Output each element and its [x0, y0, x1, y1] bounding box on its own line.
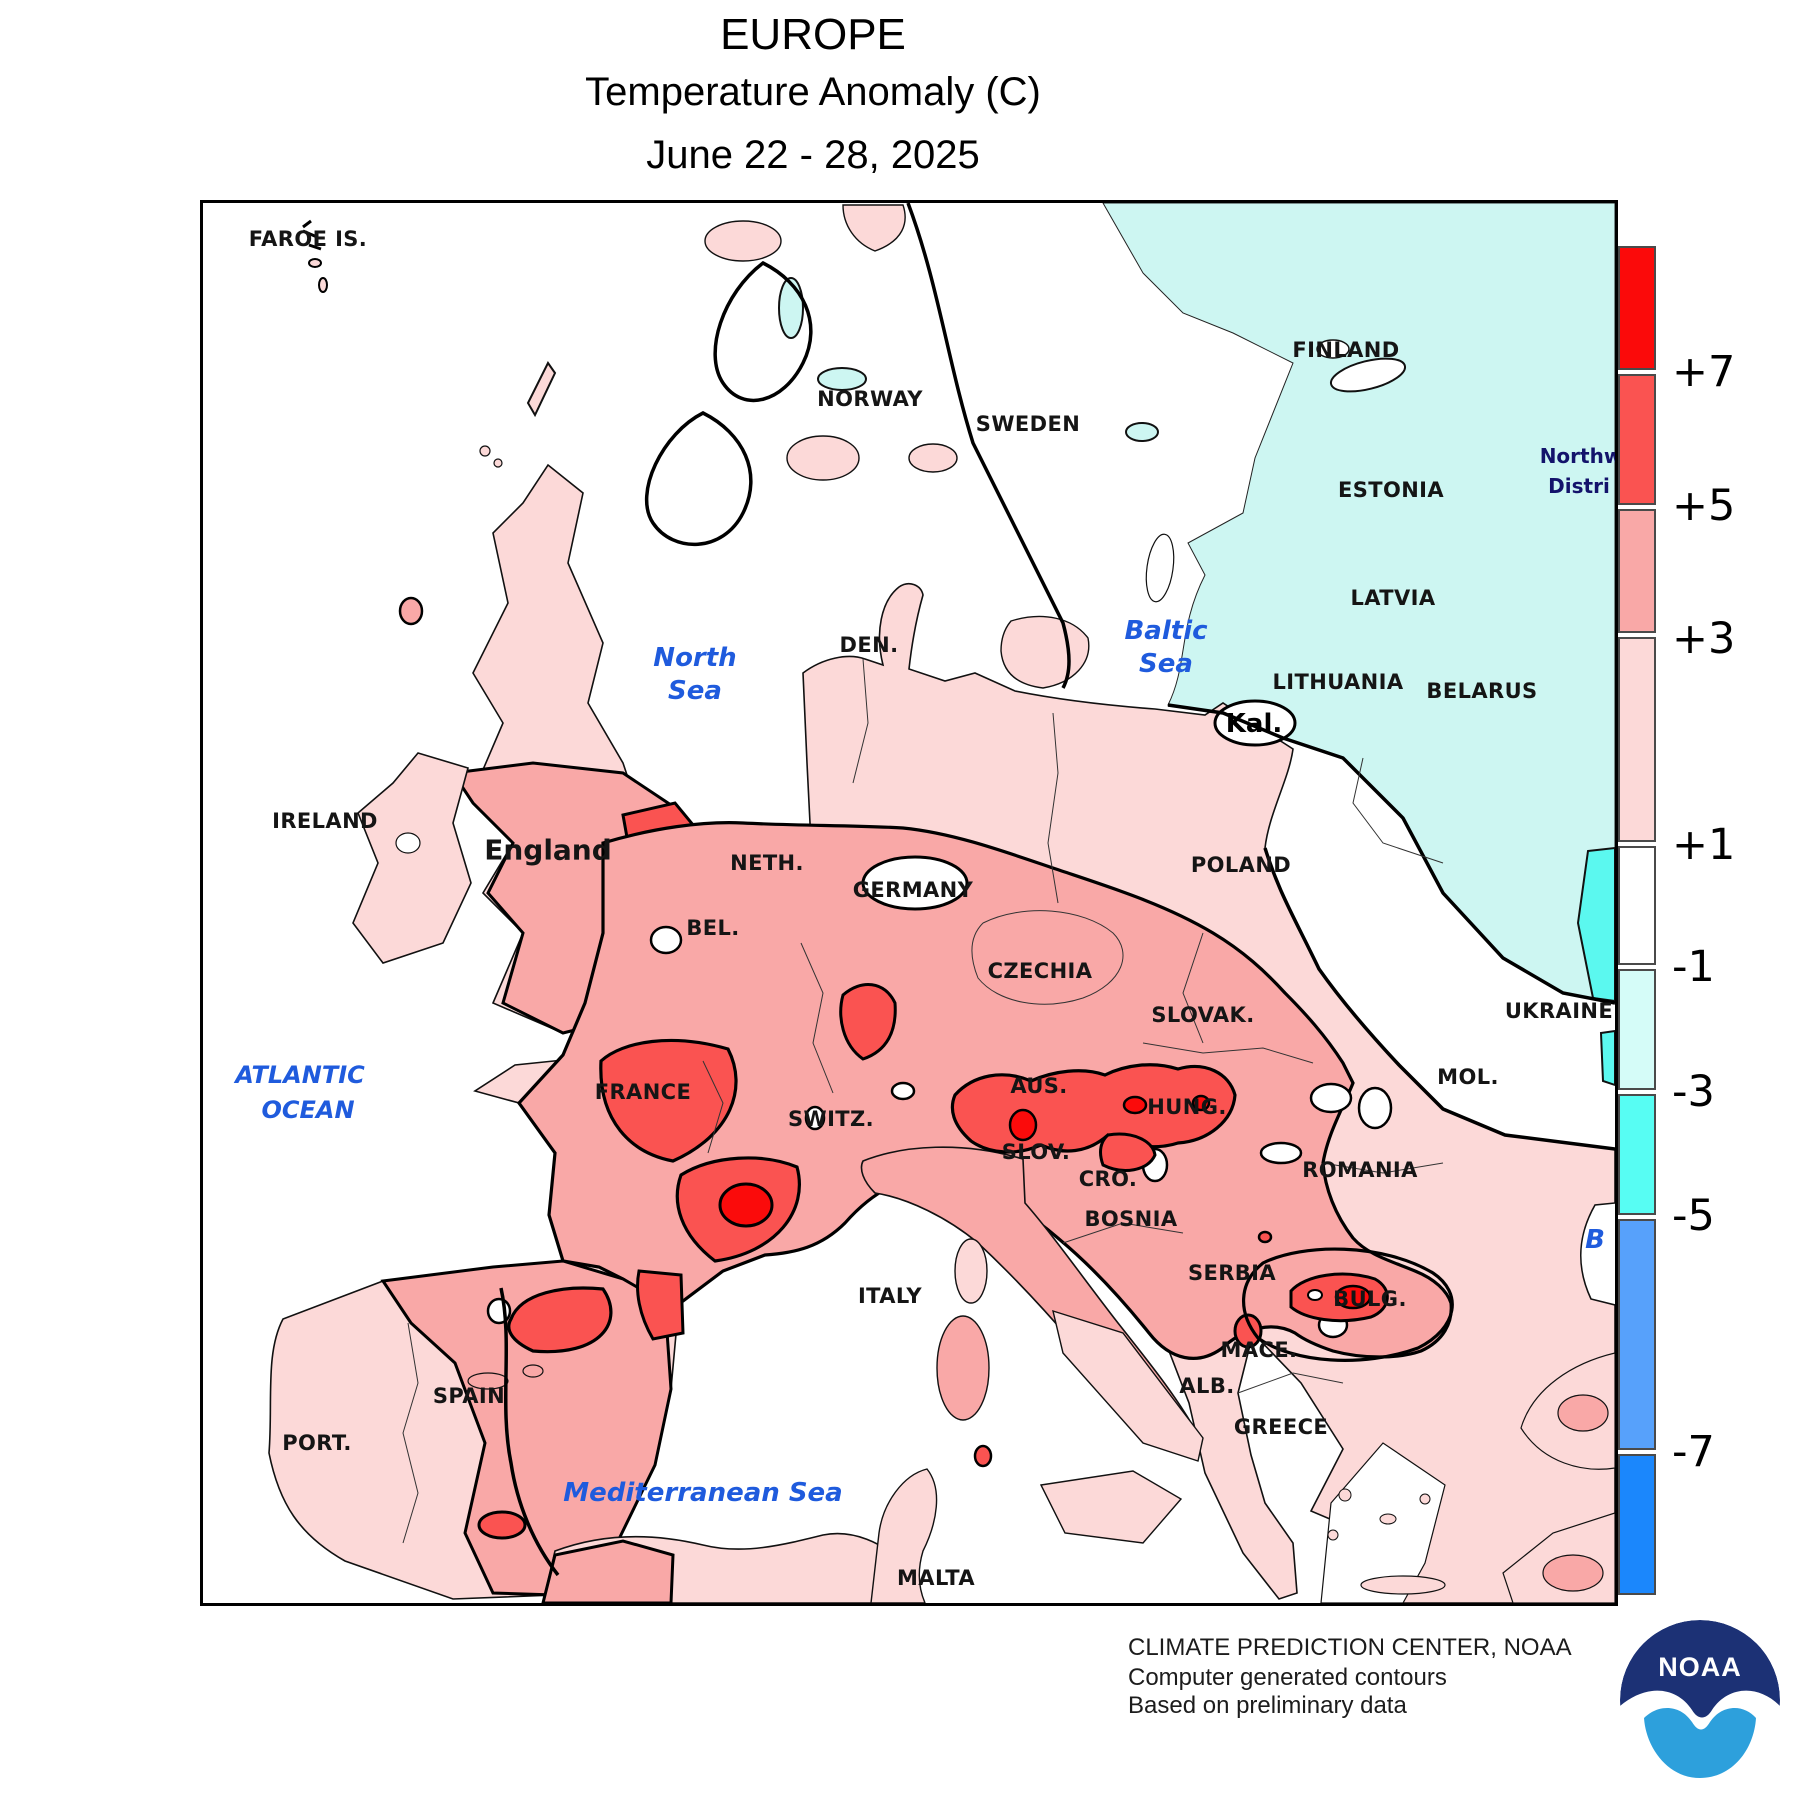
map-label-slovakia: SLOVAK. [1151, 1003, 1255, 1027]
colorbar-segment-3to5 [1618, 509, 1656, 633]
map-label-spain: SPAIN [432, 1384, 506, 1408]
map-label-italy: ITALY [857, 1284, 923, 1308]
map-label-austria: AUS. [1010, 1074, 1068, 1098]
map-geography [268, 203, 1615, 1603]
page-title: EUROPE [720, 10, 906, 59]
map-label-czechia: CZECHIA [987, 959, 1093, 983]
map-label-baltic-sea-line2: Sea [1139, 649, 1193, 679]
map-label-croatia: CRO. [1078, 1167, 1138, 1191]
noaa-logo-text: NOAA [1658, 1652, 1742, 1682]
map-label-belgium: BEL. [686, 916, 740, 940]
map-label-macedonia: MACE. [1220, 1338, 1298, 1362]
credits-method: Computer generated contours [1128, 1664, 1447, 1691]
date-range: June 22 - 28, 2025 [646, 133, 980, 177]
map-label-sweden: SWEDEN [975, 412, 1081, 436]
map-label-black-sea-clipped: B [1585, 1225, 1605, 1255]
map-label-latvia: LATVIA [1350, 586, 1436, 610]
colorbar-tick-plus7: +7 [1672, 347, 1736, 397]
map-label-germany: GERMANY [852, 878, 974, 902]
colorbar-tick-minus5: -5 [1672, 1191, 1715, 1241]
noaa-logo-emblem [1620, 1620, 1780, 1780]
credits-agency: CLIMATE PREDICTION CENTER, NOAA [1128, 1634, 1572, 1661]
map-label-atlantic-ocean-line2: OCEAN [261, 1096, 355, 1124]
map-label-greece: GREECE [1233, 1415, 1329, 1439]
map-label-finland: FINLAND [1292, 338, 1400, 362]
colorbar-segment-m5to7 [1618, 1219, 1656, 1450]
colorbar-tick-minus3: -3 [1672, 1067, 1715, 1117]
map-label-portugal: PORT. [282, 1431, 352, 1455]
map-label-switzerland: SWITZ. [787, 1107, 875, 1131]
map-label-atlantic-ocean-line1: ATLANTIC [235, 1061, 365, 1089]
colorbar-tick-plus1: +1 [1672, 820, 1736, 870]
colorbar-tick-minus1: -1 [1672, 942, 1715, 992]
map-label-faroe-is: FAROE IS. [248, 227, 368, 251]
map-label-romania: ROMANIA [1302, 1158, 1418, 1182]
map-label-netherlands: NETH. [730, 851, 804, 875]
map-label-kaliningrad: Kal. [1225, 709, 1283, 739]
map-label-slovenia: SLOV. [1001, 1140, 1071, 1164]
map-label-denmark: DEN. [839, 633, 899, 657]
noaa-logo: NOAA [1618, 1618, 1782, 1782]
map-label-mediterranean-sea: Mediterranean Sea [563, 1478, 843, 1508]
map-label-northwest-district-line2: Distri [1548, 474, 1610, 498]
map-label-albania: ALB. [1179, 1374, 1235, 1398]
map-label-england: England [484, 833, 612, 867]
map-label-lithuania: LITHUANIA [1272, 670, 1404, 694]
map-label-serbia: SERBIA [1187, 1261, 1277, 1285]
map-label-france: FRANCE [594, 1080, 692, 1104]
map-label-bulgaria: BULG. [1333, 1287, 1407, 1311]
colorbar-segment-above7 [1618, 246, 1656, 370]
map-label-hungary: HUNG. [1147, 1095, 1227, 1119]
colorbar-tick-minus7: -7 [1672, 1427, 1715, 1477]
colorbar-segment-m3to5 [1618, 1094, 1656, 1215]
colorbar-segment-below7 [1618, 1454, 1656, 1595]
map-label-northwest-district-line1: Northw [1539, 444, 1618, 468]
map-label-moldova: MOL. [1437, 1065, 1499, 1089]
map-label-north-sea-line2: Sea [668, 676, 722, 706]
map-label-ukraine: UKRAINE [1504, 999, 1614, 1023]
colorbar-segment-m1to3 [1618, 969, 1656, 1090]
credits-caveat: Based on preliminary data [1128, 1692, 1407, 1719]
map-label-belarus: BELARUS [1426, 679, 1538, 703]
map-label-ireland: IRELAND [272, 809, 378, 833]
map-label-malta: MALTA [896, 1566, 976, 1590]
colorbar-segment-1to3 [1618, 637, 1656, 842]
page-subtitle: Temperature Anomaly (C) [585, 70, 1041, 114]
colorbar-segment-5to7 [1618, 374, 1656, 505]
colorbar-segment-neutral [1618, 846, 1656, 965]
map-label-north-sea-line1: North [653, 643, 737, 673]
colorbar-tick-plus3: +3 [1672, 614, 1736, 664]
map-label-norway: NORWAY [817, 387, 923, 411]
europe-anomaly-map: FAROE IS. NORWAY SWEDEN FINLAND Northw D… [200, 200, 1618, 1606]
map-label-baltic-sea-line1: Baltic [1124, 616, 1208, 646]
colorbar-tick-plus5: +5 [1672, 481, 1736, 531]
map-label-bosnia: BOSNIA [1084, 1207, 1178, 1231]
map-label-estonia: ESTONIA [1337, 478, 1445, 502]
map-label-poland: POLAND [1190, 853, 1292, 877]
